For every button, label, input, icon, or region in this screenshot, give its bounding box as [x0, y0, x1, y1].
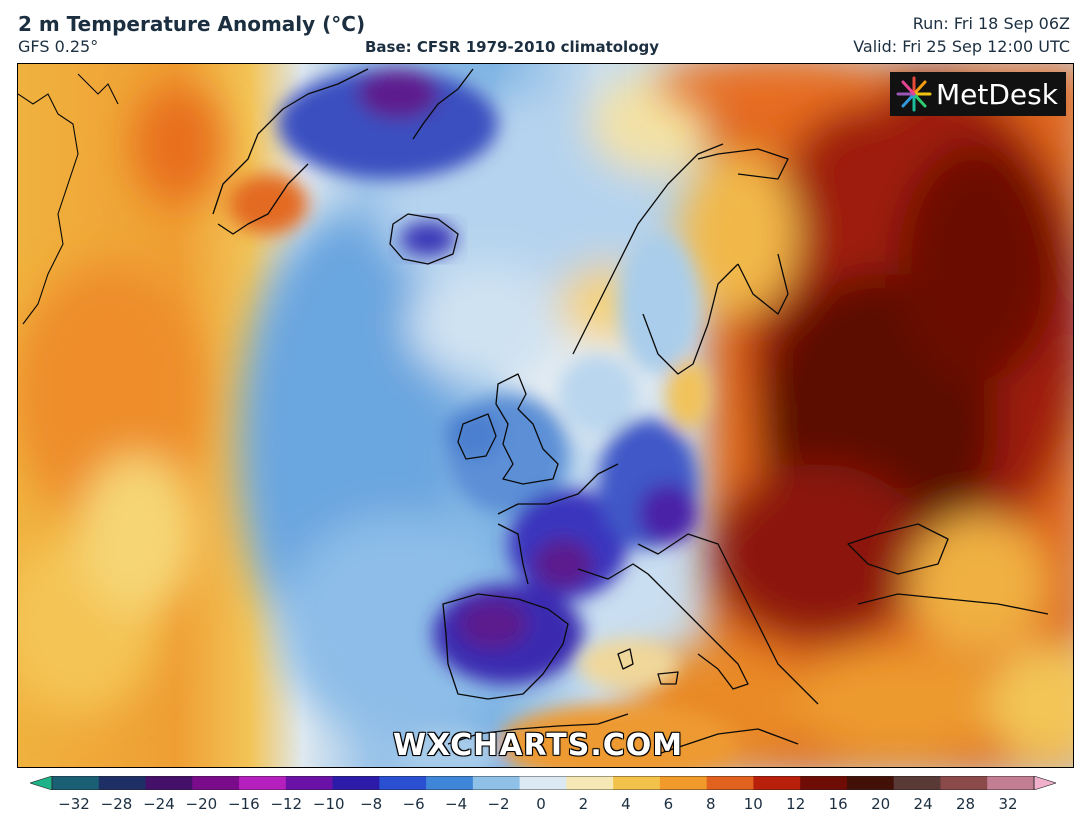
balkans-coast: [637, 533, 819, 705]
color-bar-segment: [426, 776, 474, 790]
coastlines: [212, 68, 1049, 755]
color-bar-segment: [659, 776, 708, 790]
valid-time-label: Valid: Fri 25 Sep 12:00 UTC: [853, 37, 1070, 56]
color-bar-tick-label: −20: [185, 795, 218, 813]
color-bar-tick-label: 0: [536, 795, 546, 813]
color-bar-max-arrow: [1033, 776, 1056, 790]
color-bar: [30, 776, 1056, 790]
color-bar-tick-label: −28: [100, 795, 133, 813]
color-bar-tick-label: 4: [621, 795, 631, 813]
color-bar-tick-label: 24: [913, 795, 933, 813]
sweden-coast: [642, 263, 739, 375]
greenland-cold-anomaly: [228, 69, 498, 234]
logo-text: MetDesk: [936, 77, 1058, 111]
north-africa-coast: [447, 713, 629, 745]
norway-coast: [572, 143, 724, 355]
western-europe-cold-anomaly: [433, 234, 710, 684]
color-bar-tick-label: −16: [227, 795, 260, 813]
color-bar-tick-label: 8: [706, 795, 716, 813]
color-bar-tick-label: −10: [312, 795, 345, 813]
color-bar-segment: [332, 776, 380, 790]
color-bar-tick-label: 12: [786, 795, 806, 813]
model-label: GFS 0.25°: [18, 37, 99, 56]
eastern-europe-warm-anomaly: [628, 64, 1073, 767]
color-bar-segment: [706, 776, 754, 790]
color-bar-segment: [800, 776, 848, 790]
finland-coast: [737, 253, 789, 315]
watermark: WXCHARTS.COM: [393, 728, 684, 763]
color-bar-tick-label: −2: [487, 795, 510, 813]
italy-outline: [577, 563, 749, 690]
color-bar-tick-label: −32: [58, 795, 90, 813]
color-bar-segment: [98, 776, 147, 790]
color-bar-tick-label: 10: [743, 795, 763, 813]
color-bar-tick-label: 32: [998, 795, 1018, 813]
west-atlantic-warm-anomaly: [18, 84, 223, 714]
black-sea-outline: [847, 523, 949, 575]
metdesk-logo: MetDesk: [890, 72, 1066, 116]
iberia-outline: [442, 593, 569, 700]
black-sea-south-coast: [857, 593, 1049, 615]
color-bar-border: [51, 776, 1035, 790]
color-bar-tick-label: −24: [143, 795, 175, 813]
color-bar-segment: [940, 776, 988, 790]
greenland-coast-east: [412, 68, 474, 140]
color-bar-segment: [613, 776, 661, 790]
color-bar-segment: [192, 776, 240, 790]
color-bar-segment: [145, 776, 193, 790]
labrador-coast: [18, 73, 119, 325]
france-north-coast: [497, 463, 619, 515]
iceland-cold-anomaly: [400, 221, 456, 257]
chart-title: 2 m Temperature Anomaly (°C): [18, 12, 366, 36]
color-bar-tick-label: 6: [663, 795, 674, 813]
color-bar-tick-label: 20: [871, 795, 891, 813]
run-time-label: Run: Fri 18 Sep 06Z: [912, 14, 1070, 33]
color-bar-tick-label: −12: [270, 795, 303, 813]
color-bar-segment: [846, 776, 895, 790]
color-bar-tick-label: −4: [445, 795, 468, 813]
sicily-outline: [657, 671, 679, 685]
color-bar-tick-label: −8: [360, 795, 383, 813]
base-climatology-label: Base: CFSR 1979-2010 climatology: [365, 38, 660, 56]
color-bar-tick-label: −6: [402, 795, 425, 813]
anomaly-map-canvas: [18, 64, 1073, 767]
sardinia-outline: [617, 648, 634, 670]
anomaly-map[interactable]: MetDesk WXCHARTS.COM: [17, 63, 1074, 768]
starburst-logo-icon: [896, 76, 932, 112]
color-bar-ticks: −32 −28 −24 −20 −16 −12 −10 −8 −6 −4 −2 0 2 4 6 8 10 12 16…: [0, 795, 1080, 819]
france-west-coast: [497, 523, 529, 585]
color-bar-segment: [987, 776, 1035, 790]
color-bar-segment: [566, 776, 614, 790]
color-bar-tick-label: 16: [828, 795, 848, 813]
mediterranean-warm-anomaly: [398, 639, 738, 767]
color-bar-segments: [30, 776, 1056, 790]
color-bar-tick-label: 28: [955, 795, 976, 813]
color-bar-segment: [239, 776, 287, 790]
color-bar-segment: [285, 776, 334, 790]
color-bar-segment: [472, 776, 521, 790]
color-bar-segment: [52, 776, 100, 790]
ireland-outline: [457, 413, 497, 460]
color-bar-min-arrow: [30, 776, 53, 790]
greenland-coast-west: [212, 68, 369, 215]
color-bar-segment: [753, 776, 801, 790]
color-bar-tick-label: 2: [578, 795, 589, 813]
color-bar-segment: [893, 776, 941, 790]
color-bar-segment: [379, 776, 427, 790]
color-bar-segment: [519, 776, 567, 790]
iceland-outline: [389, 213, 459, 265]
great-britain-outline: [495, 373, 559, 485]
